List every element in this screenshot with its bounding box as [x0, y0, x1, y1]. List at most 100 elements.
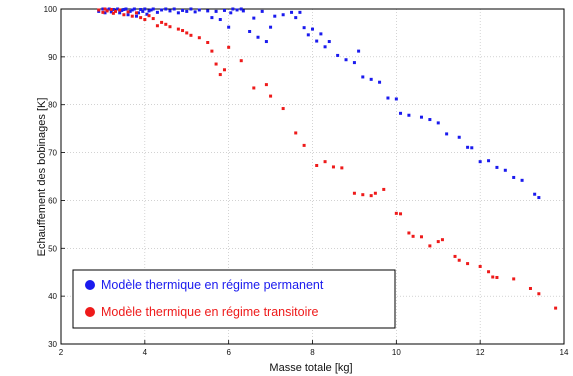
point-permanent	[128, 9, 132, 13]
legend-marker-transitoire	[85, 307, 95, 317]
point-permanent	[327, 40, 331, 44]
point-transitoire	[323, 160, 327, 164]
point-transitoire	[189, 33, 193, 37]
point-transitoire	[537, 292, 541, 296]
point-transitoire	[185, 31, 189, 35]
point-permanent	[218, 18, 222, 22]
point-permanent	[107, 7, 111, 11]
point-permanent	[369, 77, 373, 81]
y-tick-label: 90	[48, 53, 57, 62]
y-tick-label: 100	[44, 5, 58, 14]
x-tick-label: 8	[310, 348, 315, 357]
point-transitoire	[512, 277, 516, 281]
point-permanent	[361, 75, 365, 79]
point-permanent	[407, 113, 411, 117]
x-tick-label: 14	[560, 348, 569, 357]
point-permanent	[137, 11, 141, 15]
point-transitoire	[113, 9, 117, 13]
point-permanent	[537, 196, 541, 200]
point-transitoire	[419, 235, 423, 239]
point-permanent	[520, 178, 524, 182]
point-permanent	[512, 175, 516, 179]
point-transitoire	[103, 7, 107, 11]
point-transitoire	[122, 13, 126, 17]
y-tick-label: 30	[48, 340, 57, 349]
point-transitoire	[478, 264, 482, 268]
point-permanent	[116, 7, 120, 11]
point-permanent	[189, 7, 193, 11]
y-axis-label: Echauffement des bobinages [K]	[36, 98, 48, 257]
point-permanent	[126, 13, 130, 17]
legend-entry-permanent: Modèle thermique en régime permanent	[101, 278, 324, 292]
point-permanent	[160, 8, 164, 12]
point-permanent	[222, 8, 226, 12]
point-permanent	[315, 39, 319, 43]
point-permanent	[103, 11, 107, 15]
point-transitoire	[331, 165, 335, 169]
point-transitoire	[436, 240, 440, 244]
point-transitoire	[105, 9, 109, 13]
point-permanent	[139, 7, 143, 11]
point-permanent	[118, 11, 122, 15]
point-permanent	[231, 7, 235, 11]
point-permanent	[394, 97, 398, 101]
series-permanent-points	[97, 7, 541, 200]
legend-box	[72, 269, 396, 329]
point-permanent	[124, 7, 128, 11]
point-transitoire	[155, 24, 159, 28]
point-permanent	[134, 14, 138, 18]
point-transitoire	[453, 254, 457, 258]
point-transitoire	[206, 41, 210, 44]
point-permanent	[181, 8, 185, 12]
legend: Modèle thermique en régime permanent Mod…	[72, 269, 396, 329]
point-transitoire	[528, 286, 532, 290]
point-permanent	[302, 26, 306, 30]
point-permanent	[419, 115, 423, 119]
point-transitoire	[302, 143, 306, 147]
point-permanent	[344, 58, 348, 62]
point-permanent	[386, 96, 390, 100]
point-transitoire	[554, 306, 558, 310]
point-permanent	[503, 168, 507, 172]
point-transitoire	[399, 212, 403, 216]
point-transitoire	[181, 29, 185, 33]
x-tick-label: 10	[392, 348, 401, 357]
point-transitoire	[411, 234, 415, 238]
point-permanent	[168, 9, 172, 13]
point-transitoire	[466, 262, 470, 266]
point-permanent	[294, 16, 298, 20]
point-transitoire	[495, 275, 499, 279]
point-permanent	[256, 35, 260, 39]
point-transitoire	[126, 10, 130, 14]
point-permanent	[298, 10, 302, 14]
y-tick-label: 40	[48, 292, 57, 301]
point-transitoire	[269, 94, 273, 98]
point-transitoire	[382, 187, 386, 191]
point-permanent	[466, 145, 470, 149]
point-transitoire	[97, 8, 101, 12]
axis-ticks: 2 4 6 8 10 12 14 30 40 50 60 70 80 90 100	[44, 5, 569, 357]
y-tick-label: 70	[48, 149, 57, 158]
point-permanent	[273, 14, 277, 18]
x-tick-label: 12	[476, 348, 485, 357]
point-permanent	[132, 7, 136, 11]
point-transitoire	[340, 166, 344, 170]
point-permanent	[111, 7, 115, 11]
point-transitoire	[264, 83, 268, 87]
point-permanent	[487, 159, 491, 163]
point-transitoire	[143, 18, 147, 22]
point-transitoire	[130, 14, 134, 18]
point-permanent	[122, 7, 126, 11]
point-permanent	[323, 45, 327, 49]
point-permanent	[252, 16, 256, 20]
point-transitoire	[315, 163, 319, 167]
point-permanent	[436, 121, 440, 125]
point-transitoire	[222, 68, 226, 72]
point-permanent	[229, 11, 233, 15]
point-transitoire	[197, 36, 201, 40]
legend-entry-transitoire: Modèle thermique en régime transitoire	[101, 305, 319, 319]
point-transitoire	[440, 238, 444, 242]
point-transitoire	[139, 16, 143, 20]
point-permanent	[470, 146, 474, 150]
point-transitoire	[491, 275, 495, 279]
